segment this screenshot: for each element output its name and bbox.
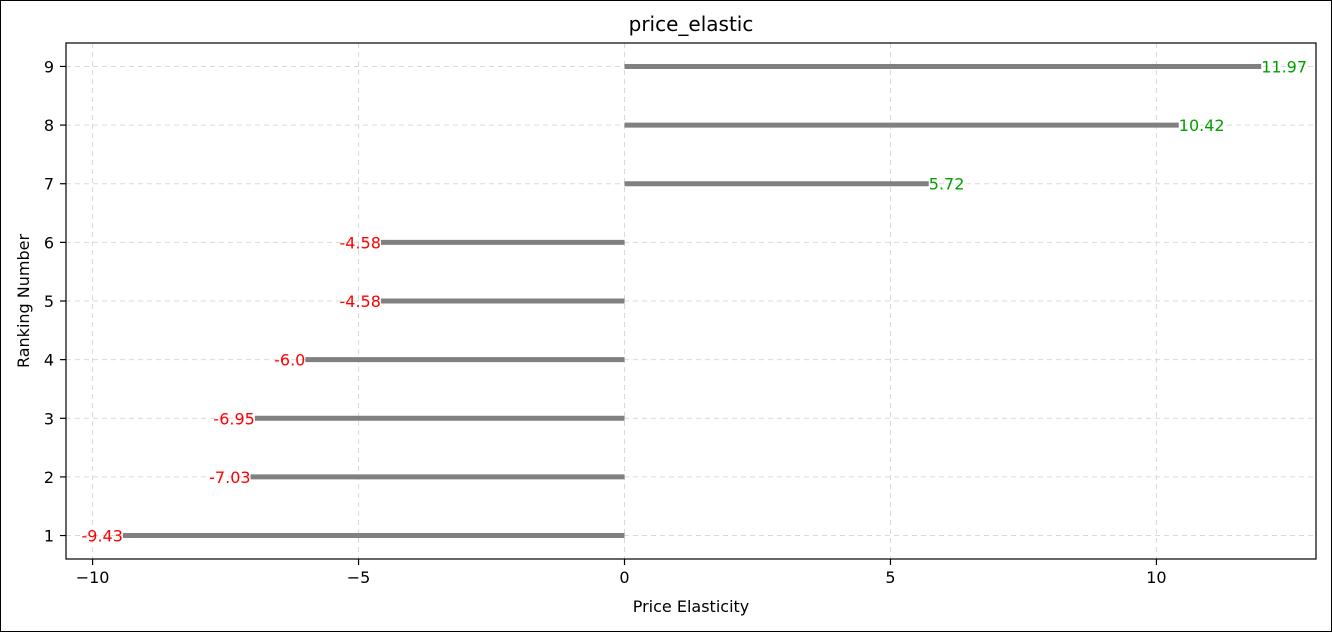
y-tick-label: 5 (44, 292, 54, 311)
data-label: -6.0 (274, 351, 305, 370)
chart-title: price_elastic (629, 12, 754, 36)
data-label: 5.72 (929, 175, 965, 194)
y-tick-label: 1 (44, 527, 54, 546)
labels-layer: -9.43 -7.03 -6.95 -6.0 -4.58 -4.58 5.72 10.42 11… (82, 57, 1308, 545)
data-label: -7.03 (209, 468, 250, 487)
data-label: 11.97 (1261, 57, 1307, 76)
y-tick-label: 2 (44, 468, 54, 487)
y-tick-label: 3 (44, 409, 54, 428)
data-label: -9.43 (82, 527, 123, 546)
y-tick-label: 4 (44, 351, 54, 370)
x-tick-label: −5 (347, 568, 371, 587)
data-label: -4.58 (339, 292, 380, 311)
x-tick-label: 0 (619, 568, 629, 587)
data-label: 10.42 (1179, 116, 1225, 135)
data-label: -6.95 (213, 409, 254, 428)
y-axis-label: Ranking Number (14, 234, 33, 369)
x-tick-label: 10 (1146, 568, 1166, 587)
y-tick-label: 6 (44, 233, 54, 252)
x-tick-label: 5 (885, 568, 895, 587)
y-tick-label: 7 (44, 175, 54, 194)
x-axis: −10 −5 0 5 10 (76, 559, 1167, 587)
bars-layer (122, 63, 1262, 539)
data-label: -4.58 (339, 233, 380, 252)
x-axis-label: Price Elasticity (633, 597, 750, 616)
y-tick-label: 8 (44, 116, 54, 135)
y-axis: 1 2 3 4 5 6 7 8 9 (44, 57, 66, 546)
x-tick-label: −10 (76, 568, 110, 587)
y-tick-label: 9 (44, 57, 54, 76)
grid-layer (66, 43, 1316, 559)
